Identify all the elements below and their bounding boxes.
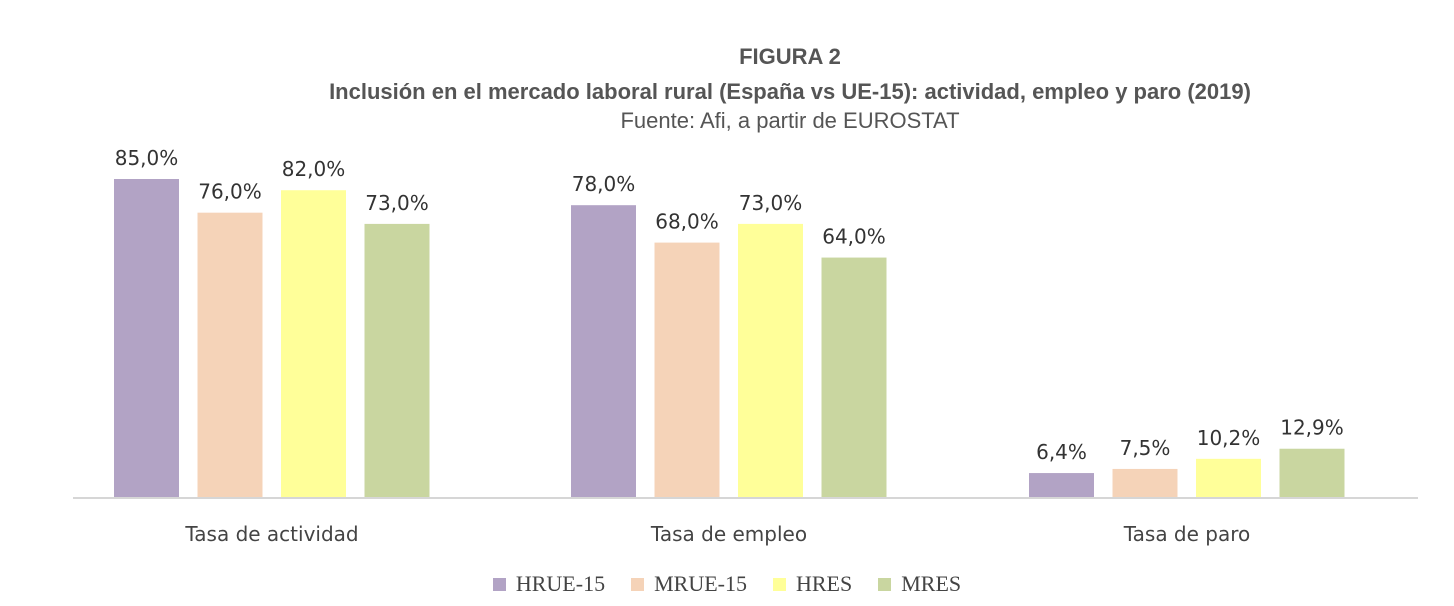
bar-mres-3 xyxy=(1279,448,1345,497)
bar-hres-2 xyxy=(738,223,803,498)
category-label: Tasa de empleo xyxy=(650,522,807,546)
data-label: 73,0% xyxy=(739,191,803,215)
bar-hrue-15-3 xyxy=(1029,473,1094,497)
category-label: Tasa de paro xyxy=(1123,522,1251,546)
legend-label: MRUE-15 xyxy=(654,571,747,596)
data-label: 76,0% xyxy=(198,180,262,204)
bars-layer xyxy=(114,179,1345,498)
legend-item: HRUE-15 xyxy=(492,571,606,597)
legend-swatch xyxy=(772,577,786,591)
data-label: 7,5% xyxy=(1120,436,1171,460)
bar-mrue-15-2 xyxy=(654,242,720,497)
chart-legend: HRUE-15 MRUE-15 HRES MRES xyxy=(0,571,1454,597)
bar-hres-3 xyxy=(1196,458,1261,497)
data-label: 64,0% xyxy=(822,225,886,249)
data-label: 6,4% xyxy=(1036,440,1087,464)
bar-mres-2 xyxy=(821,257,887,497)
bar-hrue-15-1 xyxy=(114,179,179,497)
figure-title: Inclusión en el mercado laboral rural (E… xyxy=(329,79,1251,104)
category-label: Tasa de actividad xyxy=(184,522,358,546)
data-label: 82,0% xyxy=(282,157,346,181)
legend-item: HRES xyxy=(772,571,853,597)
legend-item: MRUE-15 xyxy=(631,571,747,597)
data-label: 12,9% xyxy=(1280,416,1344,440)
bar-mres-1 xyxy=(364,223,430,498)
data-label: 73,0% xyxy=(365,191,429,215)
legend-label: MRES xyxy=(901,571,962,596)
legend-swatch xyxy=(631,577,645,591)
bar-mrue-15-1 xyxy=(197,212,263,497)
bar-hrue-15-2 xyxy=(571,205,636,497)
data-labels-layer: 85,0% 76,0% 82,0% 73,0% 78,0% 68,0% 73,0% 64,0%… xyxy=(115,146,1344,464)
figure-source: Fuente: Afi, a partir de EUROSTAT xyxy=(620,108,960,133)
bar-mrue-15-3 xyxy=(1112,468,1178,497)
legend-label: HRUE-15 xyxy=(515,571,606,596)
legend-swatch xyxy=(492,577,506,591)
figure-number: FIGURA 2 xyxy=(739,44,841,69)
legend-swatch xyxy=(878,577,892,591)
legend-item: MRES xyxy=(878,571,961,597)
bar-hres-1 xyxy=(281,190,346,498)
data-label: 68,0% xyxy=(655,210,719,234)
data-label: 78,0% xyxy=(572,172,636,196)
category-labels-layer: Tasa de actividad Tasa de empleo Tasa de p… xyxy=(184,522,1250,546)
data-label: 10,2% xyxy=(1197,426,1261,450)
legend-label: HRES xyxy=(795,571,853,596)
data-label: 85,0% xyxy=(115,146,179,170)
